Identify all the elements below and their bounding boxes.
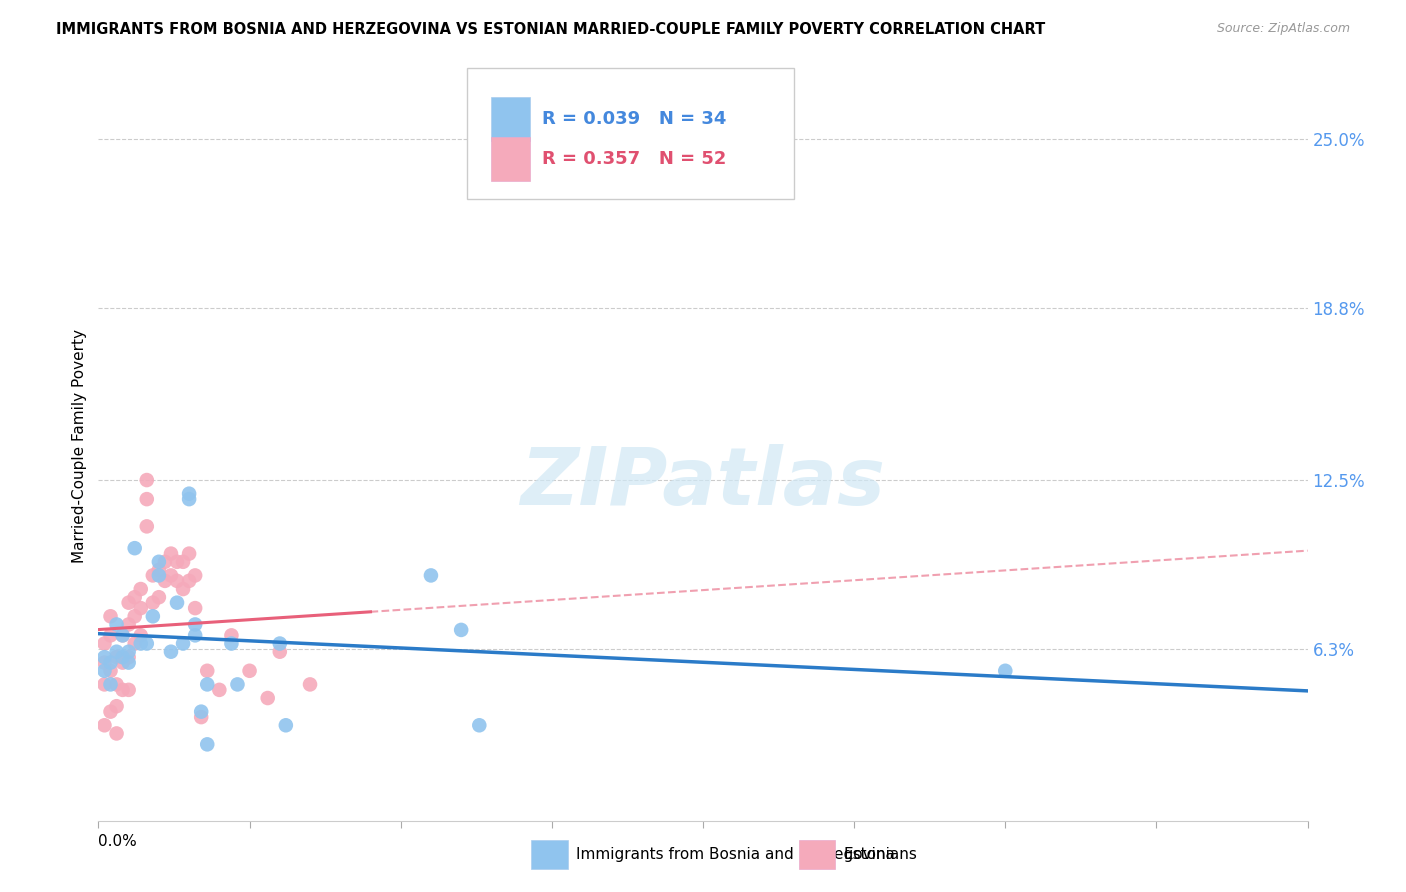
Point bbox=[148, 563, 170, 577]
Point bbox=[100, 664, 122, 678]
Point bbox=[142, 609, 165, 624]
Point bbox=[118, 617, 141, 632]
Point bbox=[135, 636, 157, 650]
Point bbox=[166, 574, 188, 588]
Point bbox=[135, 492, 157, 507]
Point bbox=[274, 718, 297, 732]
Point bbox=[195, 737, 218, 751]
Text: Source: ZipAtlas.com: Source: ZipAtlas.com bbox=[1216, 22, 1350, 36]
Point bbox=[256, 691, 278, 706]
Point bbox=[124, 591, 146, 605]
Point bbox=[195, 677, 218, 691]
Point bbox=[100, 677, 122, 691]
Point bbox=[190, 710, 212, 724]
Y-axis label: Married-Couple Family Poverty: Married-Couple Family Poverty bbox=[72, 329, 87, 563]
Point bbox=[184, 617, 207, 632]
Point bbox=[221, 636, 243, 650]
Point bbox=[93, 677, 115, 691]
Point bbox=[100, 656, 122, 670]
Point bbox=[124, 541, 146, 556]
Text: R = 0.357   N = 52: R = 0.357 N = 52 bbox=[543, 150, 727, 168]
Point bbox=[111, 628, 134, 642]
Point bbox=[124, 636, 146, 650]
FancyBboxPatch shape bbox=[467, 68, 793, 199]
Point bbox=[179, 574, 201, 588]
Point bbox=[105, 677, 128, 691]
Text: R = 0.039   N = 34: R = 0.039 N = 34 bbox=[543, 111, 727, 128]
Point bbox=[105, 726, 128, 740]
Point bbox=[100, 628, 122, 642]
Point bbox=[299, 677, 322, 691]
Point bbox=[148, 568, 170, 582]
Point bbox=[100, 705, 122, 719]
FancyBboxPatch shape bbox=[492, 136, 530, 181]
Point bbox=[148, 591, 170, 605]
Point bbox=[93, 718, 115, 732]
Point bbox=[179, 492, 201, 507]
Point bbox=[184, 628, 207, 642]
Point bbox=[111, 656, 134, 670]
Point bbox=[179, 547, 201, 561]
Point bbox=[105, 645, 128, 659]
Point bbox=[226, 677, 249, 691]
Point bbox=[105, 650, 128, 665]
Point bbox=[269, 645, 291, 659]
Point bbox=[160, 645, 183, 659]
Point bbox=[166, 596, 188, 610]
Point bbox=[111, 650, 134, 665]
Point bbox=[468, 718, 491, 732]
Text: Immigrants from Bosnia and Herzegovina: Immigrants from Bosnia and Herzegovina bbox=[576, 847, 896, 862]
Point bbox=[93, 650, 115, 665]
Point bbox=[153, 574, 176, 588]
Point bbox=[129, 601, 152, 615]
Point bbox=[148, 555, 170, 569]
Point bbox=[135, 473, 157, 487]
Point bbox=[111, 628, 134, 642]
Point bbox=[239, 664, 262, 678]
Point bbox=[105, 617, 128, 632]
Point bbox=[994, 664, 1017, 678]
Point bbox=[118, 650, 141, 665]
Point bbox=[208, 682, 231, 697]
Point bbox=[118, 645, 141, 659]
Point bbox=[93, 636, 115, 650]
Point bbox=[111, 682, 134, 697]
Point bbox=[166, 555, 188, 569]
Point bbox=[221, 628, 243, 642]
Point bbox=[153, 555, 176, 569]
Point bbox=[172, 582, 194, 596]
Text: ZIPatlas: ZIPatlas bbox=[520, 444, 886, 523]
FancyBboxPatch shape bbox=[492, 97, 530, 141]
Point bbox=[184, 601, 207, 615]
Point bbox=[93, 656, 115, 670]
Point bbox=[142, 568, 165, 582]
Point bbox=[160, 547, 183, 561]
Point bbox=[142, 596, 165, 610]
Point bbox=[179, 486, 201, 500]
Text: 0.0%: 0.0% bbox=[98, 834, 138, 849]
Text: IMMIGRANTS FROM BOSNIA AND HERZEGOVINA VS ESTONIAN MARRIED-COUPLE FAMILY POVERTY: IMMIGRANTS FROM BOSNIA AND HERZEGOVINA V… bbox=[56, 22, 1046, 37]
Point bbox=[160, 568, 183, 582]
Point bbox=[172, 636, 194, 650]
Point bbox=[93, 664, 115, 678]
Point bbox=[129, 582, 152, 596]
Point bbox=[124, 609, 146, 624]
Point bbox=[172, 555, 194, 569]
Point bbox=[195, 664, 218, 678]
Point bbox=[190, 705, 212, 719]
Point bbox=[269, 636, 291, 650]
Point bbox=[450, 623, 472, 637]
Point bbox=[118, 682, 141, 697]
Point bbox=[105, 699, 128, 714]
Point bbox=[118, 596, 141, 610]
Point bbox=[129, 628, 152, 642]
Point bbox=[100, 609, 122, 624]
Point bbox=[135, 519, 157, 533]
Point bbox=[184, 568, 207, 582]
Point bbox=[118, 656, 141, 670]
Point bbox=[420, 568, 443, 582]
Point bbox=[129, 636, 152, 650]
Text: Estonians: Estonians bbox=[844, 847, 918, 862]
